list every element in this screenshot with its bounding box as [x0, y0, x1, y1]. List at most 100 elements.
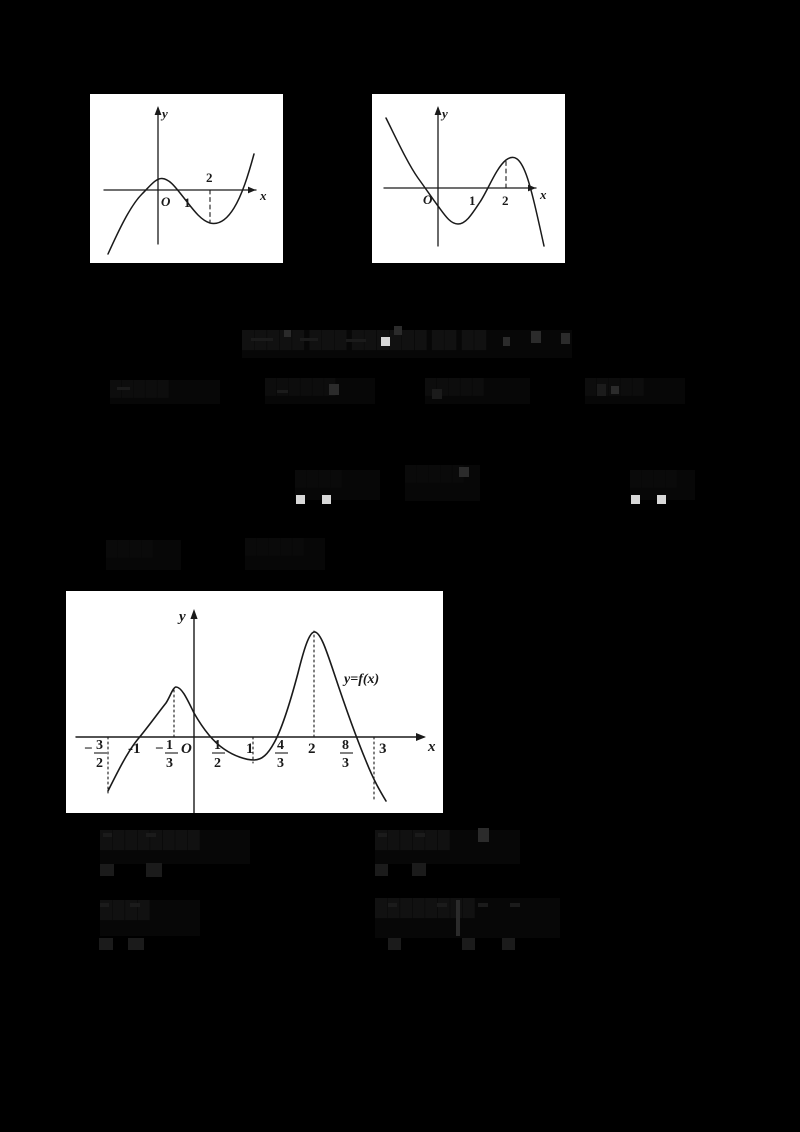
- ansd-speck-1: [100, 903, 109, 907]
- stem-speck-9: [561, 333, 570, 344]
- figure-3-ylabel: y: [177, 609, 186, 625]
- svg-text:−: −: [155, 741, 164, 757]
- figure-2-panel: O 1 2 x y: [372, 94, 565, 263]
- stem-speck-5: [381, 337, 390, 346]
- ans-speck-9: [478, 828, 489, 842]
- ansd-speck-bracket: [456, 900, 460, 936]
- figure-3-xtick-3: 3: [379, 741, 387, 757]
- figure-3-xtick-neg-1-3: − 1 3: [155, 738, 178, 771]
- figure-3-xtick-2: 2: [308, 741, 316, 757]
- mid-speck-1: [296, 495, 305, 504]
- lower-expression-b-obscured: █████: [245, 538, 325, 570]
- ansd-speck-2: [130, 903, 140, 907]
- stem-speck-7: [503, 337, 510, 346]
- ansd-speck-6: [437, 903, 447, 907]
- figure-1-xlabel: x: [259, 188, 267, 203]
- figure-1-svg: O 1 2 x y: [103, 106, 267, 255]
- figure-3-xtick-neg-3-2: − 3 2: [84, 738, 107, 771]
- figure-1-panel: O 1 2 x y: [90, 94, 283, 263]
- mid-speck-2: [322, 495, 331, 504]
- mid-expression-c-obscured: ████: [630, 470, 695, 500]
- figure-3-curve: [107, 631, 387, 802]
- ansd-speck-5: [388, 903, 397, 907]
- ans-speck-7: [375, 864, 388, 876]
- figure-1-origin-label: O: [161, 194, 171, 209]
- stem-speck-3: [346, 339, 366, 342]
- svg-text:2: 2: [96, 756, 103, 771]
- opt-speck-5: [597, 384, 606, 396]
- svg-text:1: 1: [166, 738, 173, 753]
- mid-speck-4: [657, 495, 666, 504]
- opt-speck-1: [117, 387, 130, 390]
- option-a-row1-obscured[interactable]: █████: [110, 380, 220, 404]
- svg-text:4: 4: [277, 738, 284, 753]
- figure-2-curve: [385, 117, 545, 247]
- svg-text:1: 1: [214, 738, 221, 753]
- figure-2-xtick-1: 1: [469, 193, 476, 208]
- figure-1-curve: [107, 153, 255, 255]
- answer-b-obscured[interactable]: ██████: [375, 830, 520, 864]
- ansd-speck-7: [478, 903, 488, 907]
- answer-d-obscured[interactable]: ████████: [375, 898, 560, 938]
- stem-speck-1: [251, 338, 273, 341]
- question-stem-obscured: █████ ███ ██████ ██ ██: [242, 330, 572, 358]
- figure-3-origin-label: O: [181, 741, 192, 757]
- figure-3-xtick-1: 1: [246, 741, 254, 757]
- figure-2-ylabel: y: [440, 106, 448, 121]
- mid-expression-a-obscured: ████: [295, 470, 380, 500]
- ansd-speck-3: [99, 938, 113, 950]
- figure-2-svg: O 1 2 x y: [383, 106, 547, 247]
- figure-1-x-arrow: [248, 186, 256, 194]
- figure-3-curve-label: y=f(x): [342, 672, 379, 687]
- figure-3-xtick-neg-1: -1: [128, 741, 141, 757]
- stem-speck-4: [284, 330, 291, 337]
- mid-speck-3: [631, 495, 640, 504]
- figure-3-y-arrow: [190, 609, 198, 619]
- figure-2-y-arrow: [434, 106, 442, 115]
- stem-speck-6: [394, 326, 402, 335]
- lower-expression-a-obscured: ████: [106, 540, 181, 570]
- stem-speck-2: [300, 338, 318, 341]
- ans-speck-2: [146, 833, 156, 837]
- opt-speck-4: [432, 389, 442, 399]
- answer-a-obscured[interactable]: ████████: [100, 830, 250, 864]
- figure-1-xtick-2: 2: [206, 170, 213, 185]
- ansd-speck-9: [388, 938, 401, 950]
- svg-text:3: 3: [277, 756, 284, 771]
- svg-text:2: 2: [214, 756, 221, 771]
- svg-text:3: 3: [342, 756, 349, 771]
- svg-text:3: 3: [166, 756, 173, 771]
- figure-1-ylabel: y: [160, 106, 168, 121]
- figure-1-y-arrow: [154, 106, 162, 115]
- figure-2-xlabel: x: [539, 187, 547, 202]
- ansd-speck-11: [502, 938, 515, 950]
- stem-speck-8: [531, 331, 541, 343]
- svg-text:−: −: [84, 741, 93, 757]
- svg-text:8: 8: [342, 738, 349, 753]
- figure-3-svg: y x O y=f(x) − 3 2 -1 −: [75, 609, 436, 813]
- ansd-speck-10: [462, 938, 475, 950]
- answer-c-obscured[interactable]: ████: [100, 900, 200, 936]
- opt-speck-2: [277, 390, 288, 393]
- figure-3-xlabel: x: [427, 739, 436, 755]
- opt-speck-3: [329, 384, 339, 395]
- ans-speck-5: [378, 833, 387, 837]
- figure-2-origin-label: O: [423, 192, 433, 207]
- figure-3-xtick-8-3: 8 3: [340, 738, 353, 771]
- ans-speck-4: [146, 863, 162, 877]
- ans-speck-6: [415, 833, 425, 837]
- svg-text:3: 3: [96, 738, 103, 753]
- opt-speck-6: [611, 386, 619, 394]
- ans-speck-8: [412, 863, 426, 876]
- figure-2-xtick-2: 2: [502, 193, 509, 208]
- figure-1-xtick-1: 1: [184, 195, 191, 210]
- ansd-speck-8: [510, 903, 520, 907]
- ans-speck-3: [100, 864, 114, 876]
- mid-speck-5: [459, 467, 469, 477]
- ans-speck-1: [103, 833, 112, 837]
- figure-3-xtick-4-3: 4 3: [275, 738, 288, 771]
- ansd-speck-4: [128, 938, 144, 950]
- figure-3-xtick-1-2: 1 2: [212, 738, 225, 771]
- figure-3-panel: y x O y=f(x) − 3 2 -1 −: [66, 591, 443, 813]
